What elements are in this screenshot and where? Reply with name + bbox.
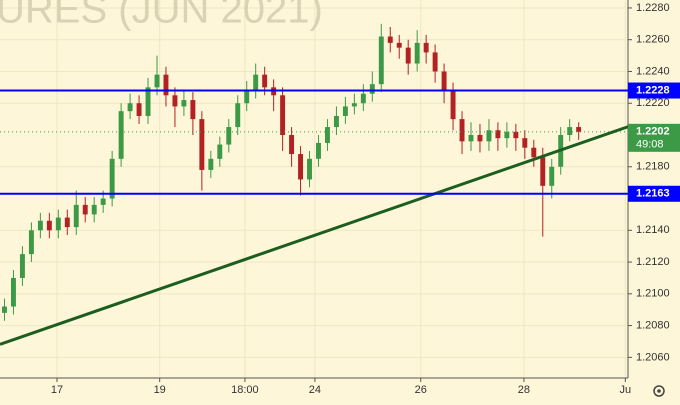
- candle-body: [441, 71, 447, 91]
- candle-body: [369, 84, 375, 94]
- candle-body: [450, 90, 456, 120]
- candle-body: [244, 90, 250, 104]
- y-tick-label: 1.2240: [636, 65, 670, 77]
- candle-body: [82, 204, 88, 215]
- candle-body: [64, 217, 70, 228]
- x-tick-label: 24: [309, 384, 321, 396]
- candle-body: [235, 103, 241, 128]
- candle-body: [576, 127, 582, 132]
- x-tick-label: 17: [51, 384, 63, 396]
- settings-icon[interactable]: [653, 385, 665, 397]
- candle-body: [567, 127, 573, 135]
- x-tick-label: Ju: [619, 384, 631, 396]
- candle-body: [531, 147, 537, 158]
- candle-body: [468, 135, 474, 142]
- y-tick-label: 1.2180: [636, 161, 670, 173]
- x-tick-label: 26: [415, 384, 427, 396]
- candle-body: [73, 204, 79, 228]
- candle-body: [181, 100, 187, 107]
- y-tick-label: 1.2080: [636, 319, 670, 331]
- candle-body: [549, 166, 555, 186]
- candle-body: [405, 47, 411, 64]
- y-tick-label: 1.2120: [636, 256, 670, 268]
- y-tick-label: 1.2060: [636, 351, 670, 363]
- candle-body: [2, 306, 7, 313]
- candle-body: [513, 131, 519, 139]
- candle-body: [154, 74, 160, 88]
- candle-body: [333, 115, 339, 128]
- candle-body: [432, 52, 438, 72]
- x-tick-label: 28: [518, 384, 530, 396]
- watermark: URES (JUN 2021): [0, 0, 323, 32]
- candle-body: [91, 204, 97, 215]
- candle-body: [486, 130, 492, 142]
- candle-body: [253, 74, 259, 91]
- y-tick-label: 1.2100: [636, 288, 670, 300]
- candle-body: [307, 158, 312, 180]
- candle-body: [172, 95, 178, 107]
- y-tick-label: 1.2220: [636, 97, 670, 109]
- candle-body: [540, 157, 546, 186]
- candle-body: [136, 103, 142, 116]
- x-tick-label: 18:00: [231, 384, 259, 396]
- candle-body: [414, 42, 420, 64]
- candle-body: [477, 135, 483, 142]
- candle-body: [208, 158, 214, 170]
- candle-body: [163, 74, 169, 96]
- candle-body: [46, 220, 52, 231]
- candle-body: [262, 74, 268, 88]
- level-tag: [628, 185, 680, 202]
- candle-body: [19, 254, 25, 278]
- y-tick-label: 1.2280: [636, 2, 670, 14]
- candle-body: [127, 103, 133, 112]
- candle-body: [100, 198, 106, 205]
- candle-body: [118, 111, 124, 159]
- countdown-label: 49:08: [636, 139, 664, 151]
- candle-body: [378, 36, 384, 85]
- candle-body: [342, 106, 348, 116]
- candle-body: [55, 217, 61, 231]
- candle-body: [495, 130, 501, 139]
- candle-body: [387, 36, 393, 43]
- candle-body: [504, 131, 510, 139]
- current-price-label: 1.2202: [636, 126, 670, 138]
- candle-body: [324, 127, 330, 143]
- y-tick-label: 1.2140: [636, 224, 670, 236]
- candle-body: [280, 95, 286, 135]
- candle-body: [10, 277, 16, 307]
- candle-body: [396, 42, 402, 48]
- candle-body: [28, 230, 34, 255]
- candle-body: [459, 119, 465, 142]
- candle-body: [145, 87, 151, 116]
- candle-body: [360, 93, 366, 104]
- candle-body: [522, 138, 528, 148]
- candle-body: [298, 154, 304, 180]
- candle-body: [289, 135, 295, 155]
- candle-body: [199, 119, 205, 170]
- level-label: 1.2163: [636, 188, 670, 200]
- y-tick-label: 1.2260: [636, 34, 670, 46]
- level-tag: [628, 82, 680, 99]
- candle-body: [423, 42, 429, 53]
- x-tick-label: 19: [154, 384, 166, 396]
- candle-body: [226, 127, 232, 145]
- candle-body: [316, 142, 321, 159]
- current-price-tag: [628, 123, 680, 152]
- settings-gear[interactable]: [653, 385, 665, 397]
- level-label: 1.2228: [636, 84, 670, 96]
- candle-body: [351, 103, 357, 107]
- candle-body: [217, 144, 223, 159]
- candle-body: [37, 220, 43, 231]
- candle-body: [109, 158, 115, 199]
- settings-hub[interactable]: [657, 389, 661, 393]
- candle-body: [190, 100, 196, 120]
- trend-line: [0, 125, 629, 346]
